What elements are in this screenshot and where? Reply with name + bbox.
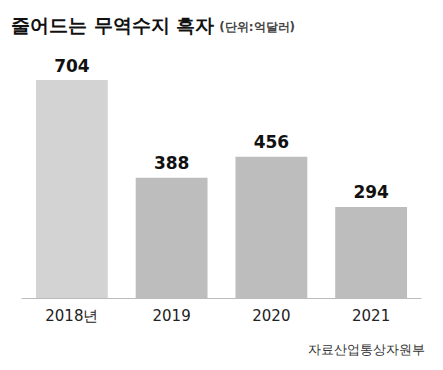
svg-text:388: 388	[154, 153, 190, 173]
svg-text:자료산업통상자원부: 자료산업통상자원부	[308, 342, 425, 357]
svg-text:294: 294	[353, 182, 389, 202]
svg-text:2020: 2020	[252, 307, 290, 325]
svg-text:2019: 2019	[153, 307, 191, 325]
svg-text:2018년: 2018년	[45, 307, 98, 325]
svg-text:2021: 2021	[352, 307, 390, 325]
svg-text:(단위:억달러): (단위:억달러)	[219, 20, 295, 34]
svg-text:456: 456	[254, 132, 290, 152]
svg-text:줄어드는 무역수지 흑자: 줄어드는 무역수지 흑자	[11, 14, 214, 36]
svg-text:704: 704	[54, 56, 90, 76]
